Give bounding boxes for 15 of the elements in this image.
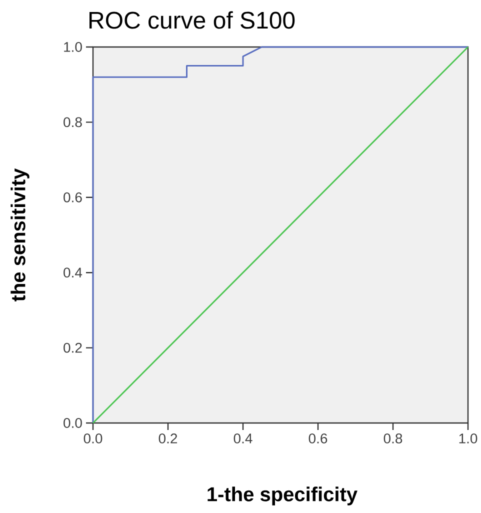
x-tick-label: 1.0 — [459, 434, 478, 444]
y-tick-label: 0.2 — [64, 342, 82, 353]
y-tick-label: 0.4 — [64, 268, 82, 278]
x-tick-label: 0.0 — [84, 434, 102, 444]
y-tick-label: 0.6 — [64, 192, 82, 202]
y-tick-label: 0.8 — [64, 117, 82, 128]
x-tick-label: 0.8 — [384, 434, 402, 444]
y-tick-label: 1.0 — [64, 42, 82, 52]
x-tick-label: 0.2 — [158, 434, 178, 444]
x-tick-label: 0.6 — [308, 434, 328, 444]
y-axis-title: the sensitivity — [10, 168, 30, 302]
x-tick-label: 0.4 — [234, 434, 252, 444]
chart-title: ROC curve of S100 — [89, 11, 295, 29]
y-tick-label: 0.0 — [64, 418, 82, 428]
x-axis-title: 1-the specificity — [208, 486, 358, 506]
